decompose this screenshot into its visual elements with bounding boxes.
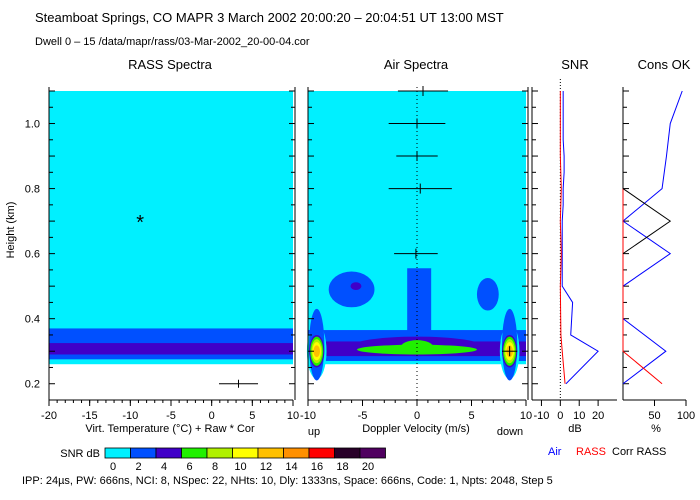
series-line-air bbox=[622, 90, 683, 385]
snr-colorbar: 0 2 4 6 8 10 12 14 16 18 20 bbox=[104, 447, 386, 473]
colorbar-cell bbox=[283, 447, 310, 459]
x-tick-label: 10 bbox=[287, 410, 299, 422]
x-tick-label: 20 bbox=[592, 410, 604, 422]
air-x-axis-label: Doppler Velocity (m/s) bbox=[362, 423, 470, 435]
colorbar-label: SNR dB bbox=[60, 448, 100, 460]
colorbar-tick-label: 18 bbox=[336, 461, 348, 473]
x-tick-label: 0 bbox=[414, 410, 420, 422]
rass-x-axis-label: Virt. Temperature (°C) + Raw * Cor bbox=[85, 423, 255, 435]
series-line-rass bbox=[559, 91, 566, 384]
x-tick-label: -10 bbox=[122, 410, 138, 422]
snr-contour bbox=[49, 343, 293, 355]
cor-point-marker: * bbox=[136, 212, 144, 234]
y-tick-label: 0.6 bbox=[25, 249, 40, 261]
x-tick-label: -20 bbox=[41, 410, 57, 422]
colorbar-tick-label: 20 bbox=[362, 461, 374, 473]
y-tick-label: 0.4 bbox=[25, 314, 40, 326]
snr-x-axis-label: dB bbox=[568, 423, 581, 435]
x-tick-label: 5 bbox=[249, 410, 255, 422]
air-x-label-down: down bbox=[497, 426, 523, 438]
colorbar-cell bbox=[334, 447, 361, 459]
rass-panel-title: RASS Spectra bbox=[128, 57, 213, 72]
footer-parameters: IPP: 24µs, PW: 666ns, NCI: 8, NSpec: 22,… bbox=[22, 475, 553, 487]
colorbar-cell bbox=[181, 447, 208, 459]
snr-panel-title: SNR bbox=[561, 57, 588, 72]
air-x-label-up: up bbox=[308, 426, 320, 438]
snr-contour bbox=[313, 345, 320, 358]
series-line-corr-rass bbox=[622, 188, 672, 255]
snr-contour bbox=[350, 282, 362, 291]
colorbar-cell bbox=[232, 447, 259, 459]
x-tick-label: -15 bbox=[82, 410, 98, 422]
colorbar-cell bbox=[104, 447, 131, 459]
x-tick-label: 10 bbox=[520, 410, 532, 422]
y-tick-label: 0.8 bbox=[25, 184, 40, 196]
colorbar-tick-label: 16 bbox=[311, 461, 323, 473]
legend-corr-rass: Corr RASS bbox=[612, 446, 666, 458]
cons-x-axis-label: % bbox=[651, 423, 661, 435]
colorbar-cell bbox=[359, 447, 386, 459]
x-tick-label: 0 bbox=[209, 410, 215, 422]
colorbar-tick-label: 6 bbox=[186, 461, 192, 473]
x-tick-label: 50 bbox=[648, 410, 660, 422]
colorbar-tick-label: 14 bbox=[285, 461, 297, 473]
x-tick-label: 10 bbox=[573, 410, 585, 422]
colorbar-tick-label: 10 bbox=[234, 461, 246, 473]
colorbar-cell bbox=[257, 447, 284, 459]
colorbar-cell bbox=[155, 447, 182, 459]
snr-panel: -10 0 10 20 bbox=[531, 79, 617, 422]
x-tick-label: -5 bbox=[166, 410, 176, 422]
snr-contour bbox=[476, 278, 499, 311]
y-tick-label: 1.0 bbox=[25, 119, 40, 131]
air-panel-title: Air Spectra bbox=[384, 57, 449, 72]
colorbar-cell bbox=[308, 447, 335, 459]
figure-title: Steamboat Springs, CO MAPR 3 March 2002 … bbox=[35, 10, 504, 25]
rass-spectra-panel: -20 -15 -10 -5 0 5 10 0.2 0.4 0.6 0.8 1.0 * bbox=[25, 87, 299, 422]
y-axis-label: Height (km) bbox=[5, 202, 17, 259]
legend-air: Air bbox=[548, 446, 562, 458]
colorbar-tick-label: 0 bbox=[110, 461, 116, 473]
colorbar-tick-label: 2 bbox=[135, 461, 141, 473]
colorbar-tick-label: 4 bbox=[161, 461, 167, 473]
x-tick-label: 0 bbox=[557, 410, 563, 422]
x-tick-label: 100 bbox=[677, 410, 695, 422]
snr-contour bbox=[328, 271, 375, 308]
cons-ok-panel: 50 100 bbox=[622, 87, 695, 422]
cons-panel-title: Cons OK bbox=[638, 57, 691, 72]
snr-contour bbox=[49, 91, 293, 365]
x-tick-label: 5 bbox=[468, 410, 474, 422]
colorbar-cell bbox=[130, 447, 157, 459]
x-tick-label: -5 bbox=[358, 410, 368, 422]
x-tick-label: -10 bbox=[300, 410, 316, 422]
series-line-air bbox=[561, 91, 599, 385]
figure-subtitle: Dwell 0 – 15 /data/mapr/rass/03-Mar-2002… bbox=[35, 36, 310, 48]
colorbar-tick-label: 12 bbox=[260, 461, 272, 473]
x-tick-label: -10 bbox=[533, 410, 549, 422]
colorbar-tick-label: 8 bbox=[212, 461, 218, 473]
air-spectra-panel: -10 -5 0 5 10 bbox=[300, 86, 532, 422]
y-tick-label: 0.2 bbox=[25, 379, 40, 391]
snr-contour bbox=[407, 268, 432, 332]
legend-rass: RASS bbox=[576, 446, 606, 458]
colorbar-cell bbox=[206, 447, 233, 459]
